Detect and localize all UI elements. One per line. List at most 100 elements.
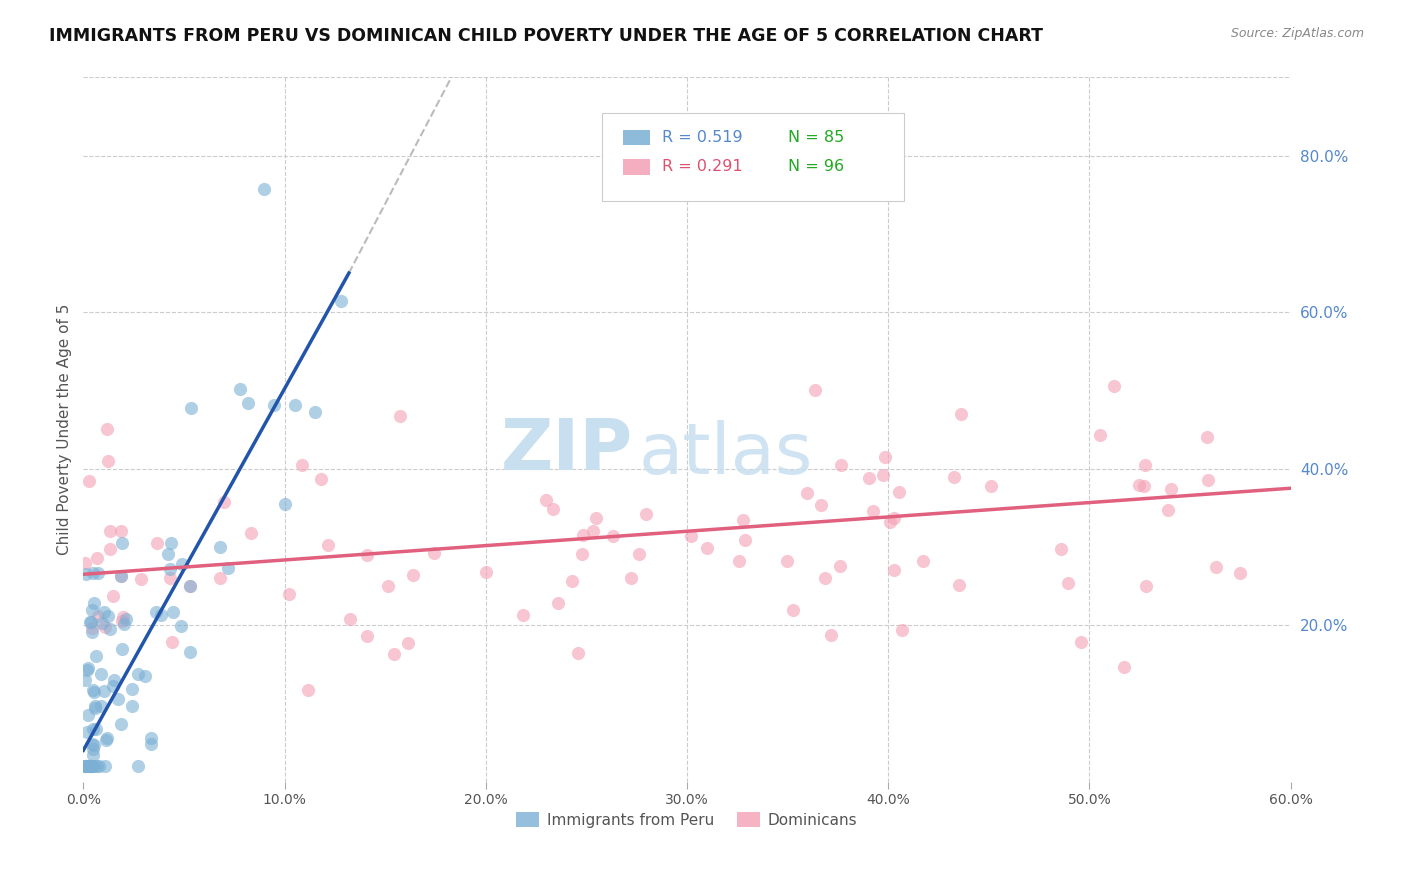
Point <box>75 759 97 773</box>
Point <box>796 486 818 500</box>
Point <box>162 605 184 619</box>
Point <box>547 596 569 610</box>
Point <box>208 571 231 585</box>
Text: R = 0.291: R = 0.291 <box>662 160 742 174</box>
Point <box>278 587 301 601</box>
Point <box>696 541 718 555</box>
Point <box>80 603 103 617</box>
Point <box>159 571 181 585</box>
Point <box>94 733 117 747</box>
Point <box>77 660 100 674</box>
Point <box>309 472 332 486</box>
Point <box>1132 479 1154 493</box>
Point <box>80 624 103 639</box>
Point <box>377 579 399 593</box>
Point <box>86 609 108 624</box>
Point <box>76 707 98 722</box>
Point <box>93 605 115 619</box>
Point <box>79 759 101 773</box>
Point <box>782 603 804 617</box>
Point <box>534 493 557 508</box>
Point <box>942 470 965 484</box>
Point <box>75 556 97 570</box>
Point <box>1057 576 1080 591</box>
Point <box>82 682 104 697</box>
Point <box>214 494 236 508</box>
Point <box>84 700 107 714</box>
Point <box>297 682 319 697</box>
Point <box>634 508 657 522</box>
Point <box>134 669 156 683</box>
Point <box>90 615 112 630</box>
Point <box>84 723 107 737</box>
Point <box>585 511 607 525</box>
Point <box>94 759 117 773</box>
Text: Source: ZipAtlas.com: Source: ZipAtlas.com <box>1230 27 1364 40</box>
Point <box>80 759 103 773</box>
Point <box>112 617 135 632</box>
Point <box>862 503 884 517</box>
Point <box>98 541 121 556</box>
Point <box>77 475 100 489</box>
Point <box>86 551 108 566</box>
Text: N = 96: N = 96 <box>789 160 845 174</box>
Point <box>872 468 894 483</box>
Point <box>111 642 134 657</box>
Point <box>82 566 104 580</box>
Point <box>1197 473 1219 487</box>
Point <box>170 558 193 572</box>
Point <box>582 524 605 538</box>
Text: IMMIGRANTS FROM PERU VS DOMINICAN CHILD POVERTY UNDER THE AGE OF 5 CORRELATION C: IMMIGRANTS FROM PERU VS DOMINICAN CHILD … <box>49 27 1043 45</box>
Point <box>76 663 98 677</box>
Point <box>90 667 112 681</box>
Point <box>77 759 100 773</box>
Point <box>111 614 134 628</box>
Bar <box>623 129 650 145</box>
Point <box>356 629 378 643</box>
Point <box>97 454 120 468</box>
Point <box>83 738 105 752</box>
Point <box>561 574 583 588</box>
Point <box>628 547 651 561</box>
Text: atlas: atlas <box>638 420 813 489</box>
Point <box>121 699 143 714</box>
Point <box>402 567 425 582</box>
Point <box>1128 478 1150 492</box>
Point <box>1160 482 1182 496</box>
Point <box>75 759 97 773</box>
Point <box>110 569 132 583</box>
Point <box>82 742 104 756</box>
Point <box>728 554 751 568</box>
Point <box>111 535 134 549</box>
Point <box>180 401 202 415</box>
Point <box>339 612 361 626</box>
Point <box>475 565 498 579</box>
Point <box>775 554 797 568</box>
Point <box>82 737 104 751</box>
Point <box>980 479 1002 493</box>
Point <box>115 612 138 626</box>
Point <box>80 759 103 773</box>
Point <box>1090 428 1112 442</box>
Point <box>83 596 105 610</box>
Point <box>110 717 132 731</box>
Point <box>83 759 105 773</box>
Point <box>157 547 180 561</box>
Point <box>396 635 419 649</box>
Point <box>84 648 107 663</box>
Point <box>887 484 910 499</box>
Point <box>382 648 405 662</box>
Point <box>159 536 181 550</box>
Point <box>217 561 239 575</box>
Point <box>238 395 260 409</box>
Point <box>1197 430 1219 444</box>
Point <box>1135 578 1157 592</box>
Point <box>290 458 312 472</box>
Point <box>388 409 411 423</box>
Point <box>93 683 115 698</box>
Point <box>90 699 112 714</box>
Point <box>1070 635 1092 649</box>
Point <box>814 571 837 585</box>
Point <box>804 383 827 397</box>
Point <box>356 548 378 562</box>
